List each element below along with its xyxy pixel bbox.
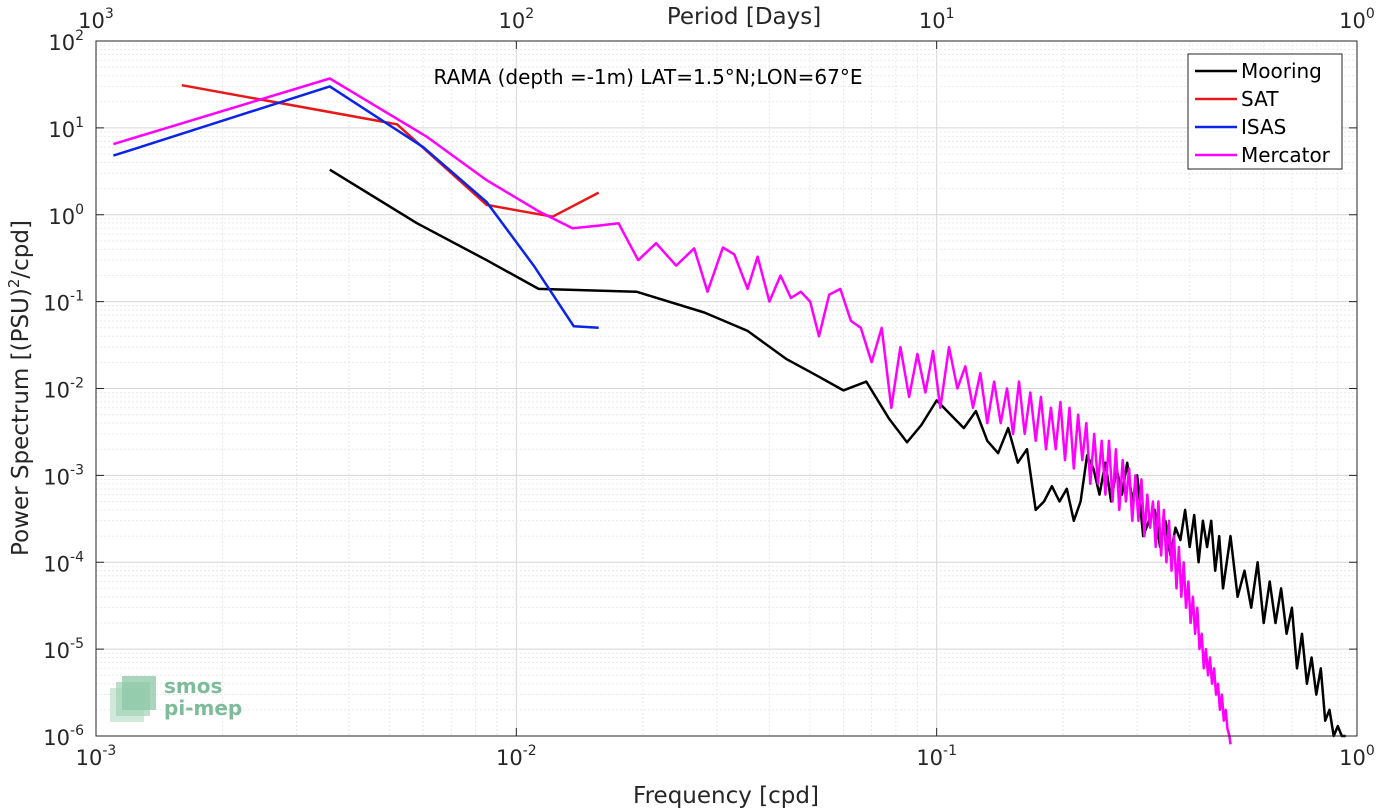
top-tick-label: 103	[78, 6, 114, 33]
grid	[95, 41, 1357, 737]
legend-box	[1187, 53, 1343, 170]
y-tick-label: 10-1	[43, 289, 84, 316]
x-axis-label: Frequency [cpd]	[633, 783, 819, 809]
smos-pi-mep-logo: smos pi-mep	[110, 674, 242, 722]
y-tick-label: 10-2	[43, 376, 84, 403]
series-line-sat	[181, 83, 600, 218]
y-tick-label: 10-3	[43, 462, 84, 489]
y-tick-label: 101	[48, 115, 84, 142]
y-tick-label: 100	[48, 202, 84, 229]
y-tick-label: 10-6	[43, 723, 84, 750]
legend-label-isas: ISAS	[1241, 115, 1286, 139]
logo-line1: smos	[164, 674, 222, 698]
series-line-mooring	[329, 168, 1346, 738]
top-tick-label: 101	[919, 6, 955, 33]
legend-items: Mooring SAT ISAS Mercator	[1195, 59, 1331, 167]
legend-label-mooring: Mooring	[1241, 59, 1322, 83]
logo-line2: pi-mep	[164, 696, 242, 720]
legend: Mooring SAT ISAS Mercator	[1187, 53, 1343, 170]
x-tick-label: 10-1	[916, 743, 957, 770]
x-tick-label: 10-2	[496, 743, 537, 770]
top-tick-label: 102	[499, 6, 535, 33]
series-line-isas	[113, 85, 599, 330]
axis-ticks	[95, 40, 1358, 737]
y-axis-label-tail: /cpd]	[8, 220, 34, 279]
legend-label-mercator: Mercator	[1241, 143, 1331, 167]
series-layer	[113, 77, 1346, 745]
y-tick-label: 102	[48, 28, 84, 55]
y-tick-label: 10-5	[43, 636, 84, 663]
y-axis-label: Power Spectrum [(PSU)2/cpd]	[5, 220, 34, 556]
x-tick-label: 10-3	[76, 743, 117, 770]
top-axis-label: Period [Days]	[667, 4, 821, 30]
y-tick-label: 10-4	[43, 549, 84, 576]
legend-label-sat: SAT	[1241, 87, 1279, 111]
series-line-mercator	[113, 77, 1232, 745]
x-tick-label: 100	[1339, 743, 1375, 770]
y-axis-label-sup: 2	[5, 279, 23, 289]
top-tick-label: 100	[1339, 6, 1375, 33]
y-axis-label-main: Power Spectrum [(PSU)	[8, 288, 34, 556]
chart-title: RAMA (depth =-1m) LAT=1.5°N;LON=67°E	[434, 65, 863, 89]
logo-mark-icon	[110, 676, 156, 722]
